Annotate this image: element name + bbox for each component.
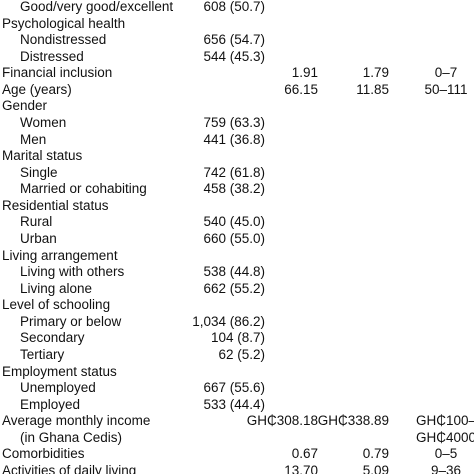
count-cell: 538 (44.8): [203, 264, 265, 280]
count-cell: 458 (38.2): [203, 181, 265, 197]
row-label: Financial inclusion: [2, 65, 113, 81]
sub-label: Living alone: [20, 280, 93, 296]
range-cell: 0–7: [434, 65, 458, 81]
sub-label: Secondary: [20, 330, 85, 346]
range-cell: 50–111: [424, 81, 468, 97]
range-cell: GH₵100–: [415, 413, 474, 429]
count-cell: 104 (8.7): [210, 330, 265, 346]
row-label: Average monthly income: [2, 413, 151, 429]
mean-cell: 1.91: [291, 65, 318, 81]
sub-label: Tertiary: [20, 346, 65, 362]
sub-label: Primary or below: [20, 313, 122, 329]
sub-label: Married or cohabiting: [20, 181, 147, 197]
count-cell: 608 (50.7): [203, 0, 265, 14]
sub-label: Men: [20, 131, 47, 147]
count-cell: 742 (61.8): [203, 164, 265, 180]
range-cell: GH₵4000: [415, 429, 474, 445]
sub-label: Single: [20, 164, 58, 180]
sub-label: (in Ghana Cedis): [20, 429, 123, 445]
sub-label: Nondistressed: [20, 32, 107, 48]
sub-label: Unemployed: [20, 380, 96, 396]
count-cell: 656 (54.7): [203, 32, 265, 48]
count-cell: 667 (55.6): [203, 380, 265, 396]
sd-cell: 1.79: [362, 65, 389, 81]
sub-label: Rural: [20, 214, 53, 230]
count-cell: 660 (55.0): [203, 230, 265, 246]
count-cell: 533 (44.4): [203, 396, 265, 412]
count-cell: 441 (36.8): [203, 131, 265, 147]
sub-label: Good/very good/excellent: [20, 0, 174, 14]
mean-cell: 66.15: [284, 81, 318, 97]
sub-label: Urban: [20, 230, 57, 246]
row-label: Living arrangement: [2, 247, 118, 263]
row-label: Employment status: [2, 363, 117, 379]
row-label: Residential status: [2, 197, 109, 213]
sub-label: Distressed: [20, 48, 84, 64]
range-cell: 0–5: [434, 446, 458, 462]
sub-label: Women: [20, 114, 67, 130]
count-cell: 662 (55.2): [203, 280, 265, 296]
range-cell: 9–36: [430, 462, 462, 474]
row-label: Activities of daily living: [2, 462, 137, 474]
sd-cell: 11.85: [356, 81, 389, 97]
row-label: Level of schooling: [2, 297, 111, 313]
row-label: Gender: [2, 98, 48, 114]
row-label: Marital status: [2, 148, 83, 164]
mean-cell: 13.70: [284, 462, 318, 474]
count-cell: 540 (45.0): [203, 214, 265, 230]
mean-cell: GH₵308.18: [246, 413, 318, 429]
count-cell: 62 (5.2): [218, 346, 265, 362]
count-cell: 544 (45.3): [203, 48, 265, 64]
sub-label: Employed: [20, 396, 81, 412]
sd-cell: 0.79: [362, 446, 389, 462]
row-label: Age (years): [2, 81, 72, 97]
sd-cell: 5.09: [362, 462, 389, 474]
sub-label: Living with others: [20, 264, 125, 280]
row-label: Comorbidities: [2, 446, 85, 462]
sd-cell: GH₵338.89: [317, 413, 389, 429]
mean-cell: 0.67: [291, 446, 318, 462]
row-label: Psychological health: [2, 15, 126, 31]
count-cell: 759 (63.3): [203, 114, 265, 130]
count-cell: 1,034 (86.2): [192, 313, 265, 329]
